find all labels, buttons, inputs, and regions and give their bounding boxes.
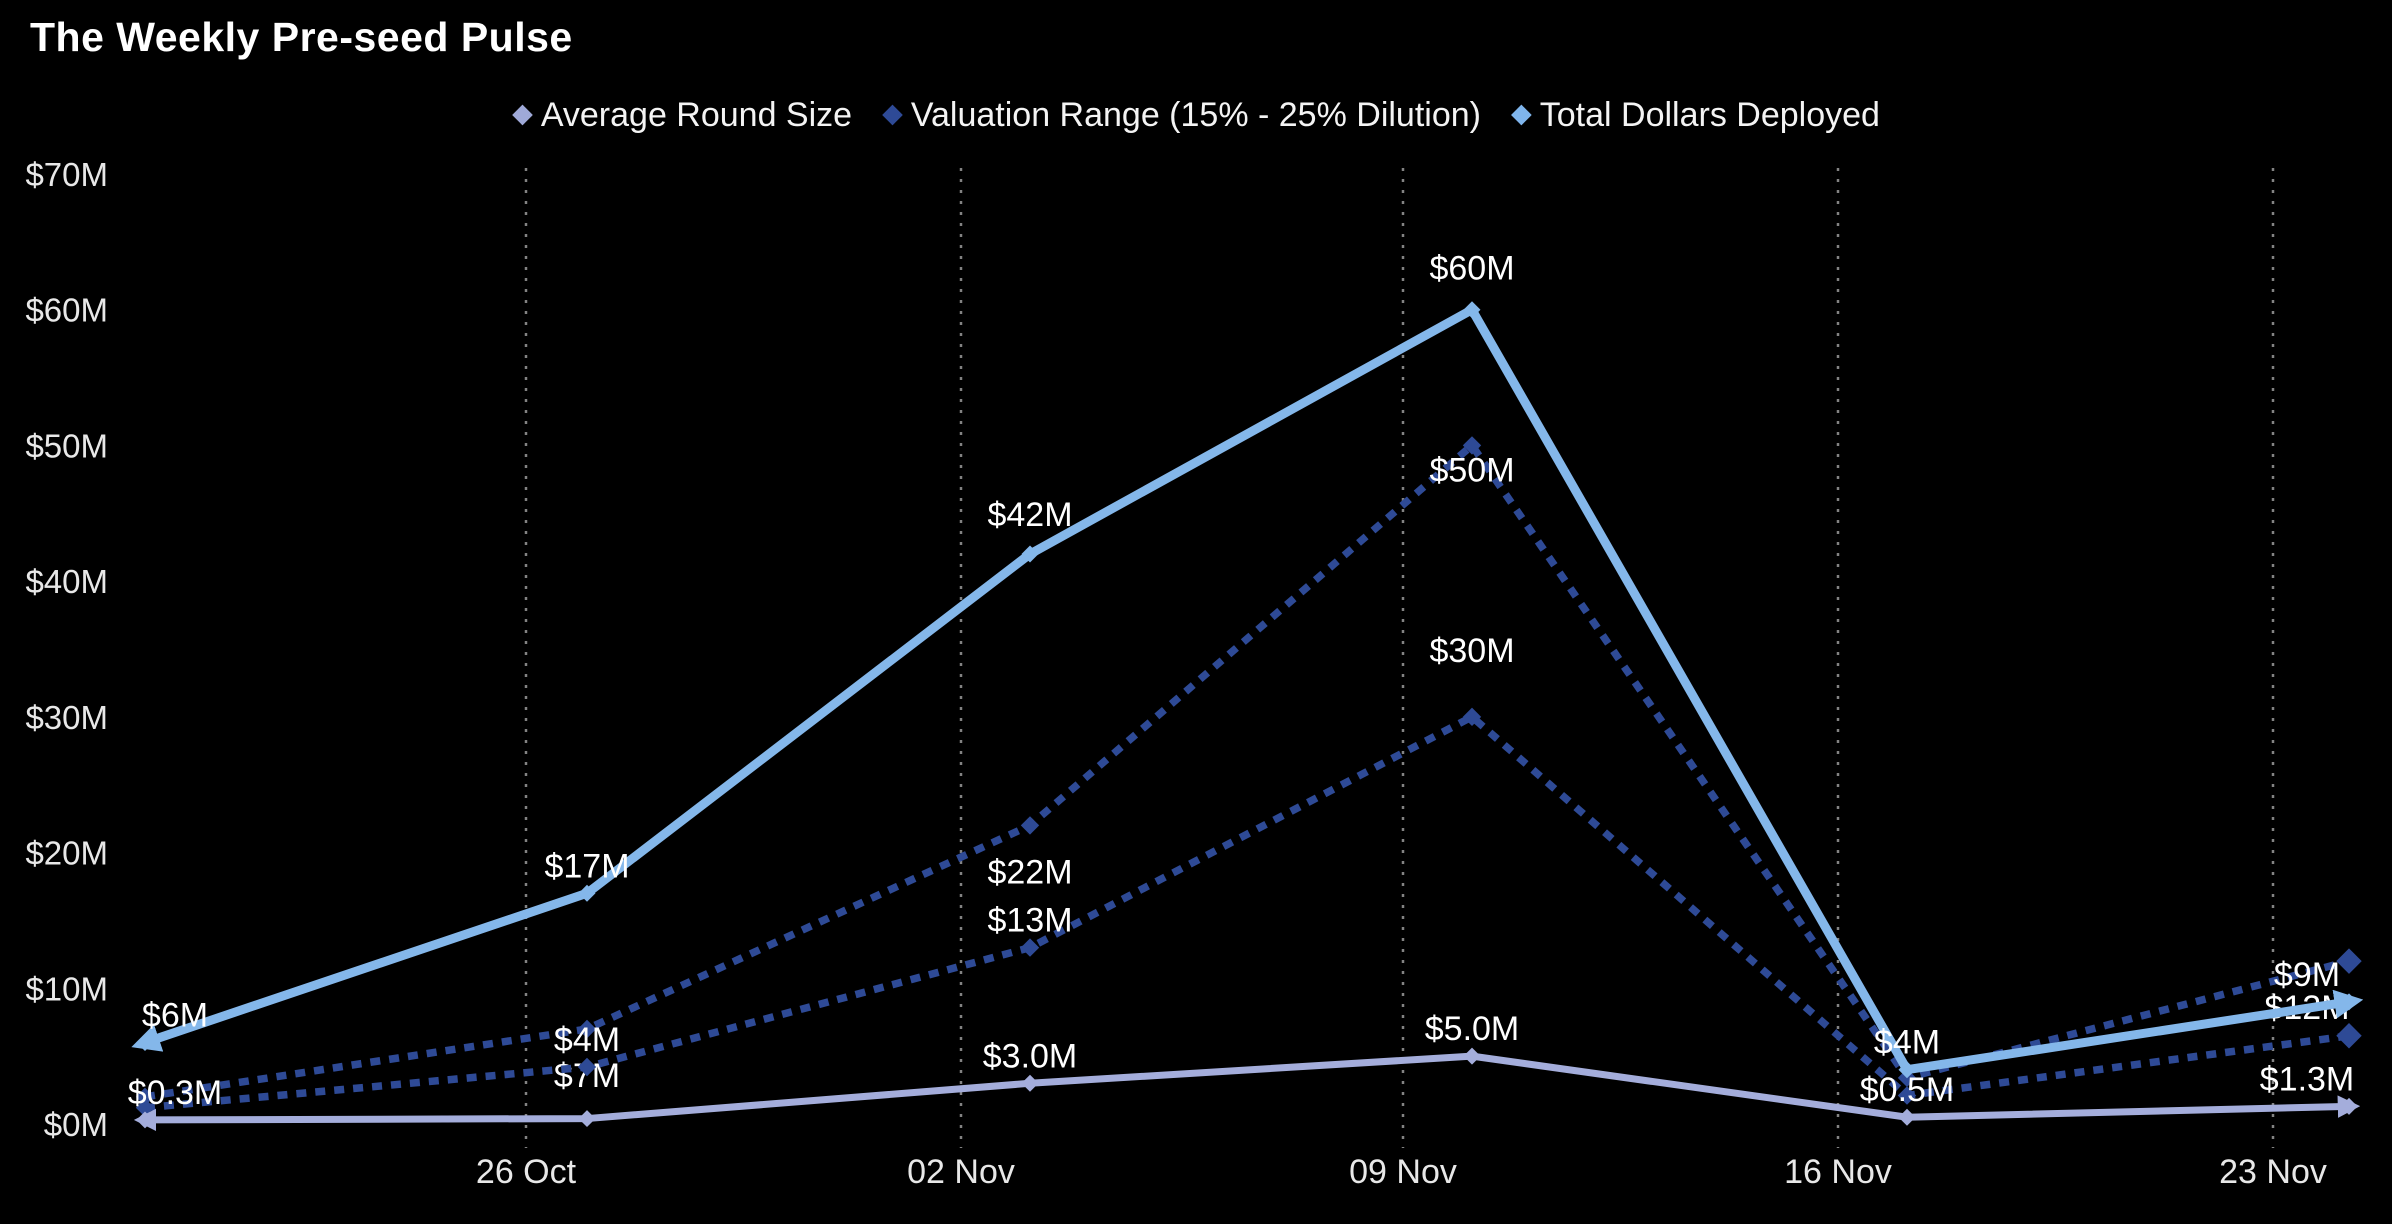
data-label: $9M bbox=[2274, 956, 2340, 994]
y-axis-tick-label: $20M bbox=[25, 835, 108, 872]
y-axis-tick-label: $60M bbox=[25, 292, 108, 329]
data-label: $50M bbox=[1429, 451, 1514, 489]
legend-label: Valuation Range (15% - 25% Dilution) bbox=[910, 96, 1481, 134]
data-label: $1.3M bbox=[2260, 1060, 2355, 1098]
data-point-marker bbox=[2336, 948, 2362, 974]
data-label: $13M bbox=[987, 902, 1072, 940]
diamond-icon: ◆ bbox=[882, 98, 903, 128]
data-label: $0.5M bbox=[1860, 1071, 1955, 1109]
data-point-marker bbox=[1898, 1061, 1916, 1079]
series-line-1 bbox=[144, 713, 2350, 1112]
series-line-3 bbox=[133, 1052, 2361, 1132]
x-axis-tick-label: 23 Nov bbox=[2219, 1153, 2327, 1191]
y-axis-tick-label: $30M bbox=[25, 699, 108, 736]
data-point-marker bbox=[578, 1110, 596, 1128]
data-point-marker bbox=[1462, 707, 1482, 727]
data-point-marker bbox=[2340, 993, 2358, 1011]
data-point-marker bbox=[1020, 938, 1040, 957]
data-point-marker bbox=[577, 1057, 597, 1077]
legend-label: Average Round Size bbox=[540, 96, 853, 134]
data-label: $22M bbox=[987, 853, 1072, 891]
y-axis-tick-label: $70M bbox=[25, 156, 108, 193]
series-line-0 bbox=[144, 441, 2350, 1101]
data-label: $3.0M bbox=[983, 1037, 1078, 1075]
y-axis-tick-label: $40M bbox=[25, 563, 108, 600]
data-label: $0.3M bbox=[128, 1074, 223, 1112]
data-point-marker bbox=[1463, 1047, 1481, 1065]
data-point-marker bbox=[1462, 436, 1482, 455]
series-line-2 bbox=[131, 305, 2364, 1075]
data-point-marker bbox=[1021, 1074, 1039, 1092]
x-axis-tick-label: 26 Oct bbox=[476, 1153, 577, 1191]
data-point-marker bbox=[578, 884, 596, 902]
x-axis-tick-label: 16 Nov bbox=[1784, 1153, 1892, 1191]
legend-label: Total Dollars Deployed bbox=[1539, 96, 1880, 134]
diamond-icon: ◆ bbox=[512, 98, 533, 128]
legend-item-0: ◆ Average Round Size bbox=[512, 96, 852, 135]
data-point-marker bbox=[1021, 545, 1039, 563]
data-point-marker bbox=[2340, 1097, 2358, 1115]
data-label: $5.0M bbox=[1425, 1010, 1520, 1048]
data-label: $4M bbox=[1874, 1024, 1940, 1062]
data-label: $4M bbox=[554, 1021, 620, 1059]
x-axis-tick-label: 02 Nov bbox=[907, 1153, 1015, 1191]
legend-item-2: ◆ Total Dollars Deployed bbox=[1511, 96, 1880, 135]
data-label: $6M bbox=[142, 997, 208, 1035]
y-axis-tick-label: $0M bbox=[44, 1106, 108, 1143]
legend: ◆ Average Round Size ◆ Valuation Range (15%… bbox=[0, 96, 2392, 135]
y-axis-tick-label: $50M bbox=[25, 427, 108, 464]
legend-item-1: ◆ Valuation Range (15% - 25% Dilution) bbox=[882, 96, 1481, 135]
data-point-marker bbox=[136, 1111, 154, 1129]
chart-title: The Weekly Pre-seed Pulse bbox=[30, 14, 573, 60]
data-label: $42M bbox=[987, 496, 1072, 534]
data-point-marker bbox=[1898, 1108, 1916, 1126]
data-label: $30M bbox=[1429, 632, 1514, 670]
data-label: $60M bbox=[1429, 250, 1514, 288]
data-point-marker bbox=[1020, 816, 1040, 835]
diamond-icon: ◆ bbox=[1510, 98, 1532, 128]
x-axis-tick-label: 09 Nov bbox=[1349, 1153, 1457, 1191]
y-axis-tick-label: $10M bbox=[25, 970, 108, 1007]
data-label: $17M bbox=[544, 847, 629, 885]
